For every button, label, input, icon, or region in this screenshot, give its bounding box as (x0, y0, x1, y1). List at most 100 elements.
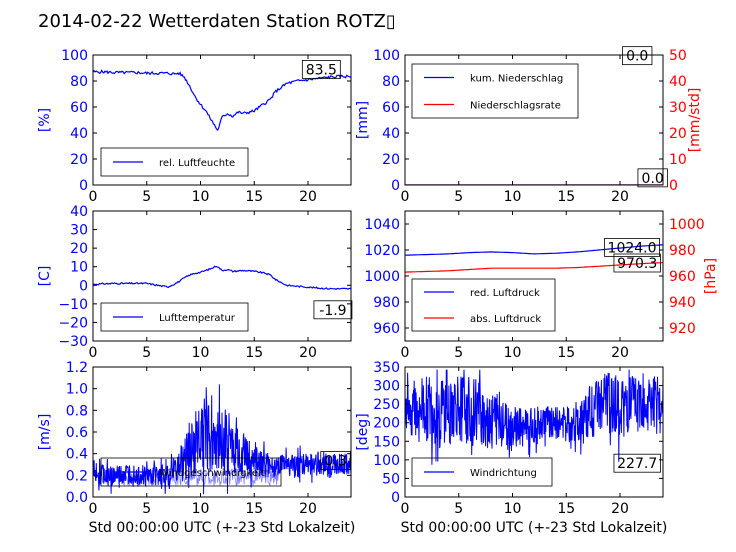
value-annotation-box (604, 237, 660, 257)
y-right-tick-label: 20 (669, 126, 687, 142)
x-tick-label: 0 (89, 189, 98, 205)
y-right-tick-label: 1000 (669, 217, 705, 233)
panel-precipitation: 0 5 10 15 20 0 20 40 60 80 100 0 10 20 30 40 50 [mm/std] [… (355, 46, 703, 205)
value-annotation: 0.0 (626, 49, 648, 65)
y-axis-label-right: [mm/std] (687, 88, 703, 153)
legend-box (411, 457, 553, 487)
legend-box (100, 457, 282, 487)
x-tick-label: 10 (504, 189, 522, 205)
y-right-tick-label: 980 (669, 243, 696, 259)
series-group (405, 244, 663, 273)
y-tick-label: 0 (391, 178, 400, 194)
series-group (405, 369, 663, 465)
x-tick-label: 20 (299, 345, 317, 361)
legend-label: Windgeschwindigkeit (159, 468, 265, 479)
value-annotation-box (313, 300, 353, 320)
y-tick-label: 0.6 (66, 425, 88, 441)
x-tick-label: 20 (611, 345, 629, 361)
x-tick-label: 20 (299, 501, 317, 517)
value-annotation-box (622, 46, 653, 66)
value-annotation-box (320, 451, 351, 471)
plot-frame (92, 210, 352, 342)
y-tick-label: 1.0 (66, 382, 88, 398)
y-axis-label: [deg] (355, 413, 371, 450)
legend-label: rel. Luftfeuchte (159, 158, 235, 169)
y-tick-label: 1020 (364, 243, 400, 259)
legend-box (411, 278, 556, 332)
y-tick-label: 250 (373, 397, 400, 413)
x-axis-label: Std 00:00:00 UTC (+-23 Std Lokalzeit) (401, 520, 668, 536)
y-tick-label: 30 (70, 223, 88, 239)
legend-label: Lufttemperatur (159, 313, 236, 324)
value-annotation: 0.3 (324, 454, 346, 470)
x-tick-label: 5 (142, 345, 151, 361)
x-tick-label: 0 (401, 345, 410, 361)
y-tick-label: 80 (382, 74, 400, 90)
y-tick-label: 0 (391, 490, 400, 506)
legend-box (100, 302, 249, 332)
legend-label: kum. Niederschlag (470, 74, 563, 85)
x-tick-label: 10 (192, 189, 210, 205)
x-tick-label: 0 (89, 345, 98, 361)
x-tick-label: 15 (245, 501, 263, 517)
x-tick-label: 5 (454, 189, 463, 205)
series-line-windrichtung (405, 369, 663, 465)
series-group (93, 265, 351, 291)
y-tick-label: −10 (58, 297, 88, 313)
y-tick-label: 0.2 (66, 468, 88, 484)
plot-frame (404, 366, 664, 498)
y-tick-label: 20 (70, 152, 88, 168)
y-tick-label: 60 (382, 100, 400, 116)
plot-frame (92, 54, 352, 186)
legend-label: abs. Luftdruck (470, 314, 541, 325)
y-axis-label: [m/s] (37, 414, 53, 451)
figure-title: 2014-02-22 Wetterdaten Station ROTZ▯ (38, 11, 396, 32)
value-annotation: 1024.0 (608, 240, 657, 256)
y-tick-label: 0 (79, 278, 88, 294)
x-tick-label: 20 (611, 501, 629, 517)
y-tick-label: 50 (382, 471, 400, 487)
panel-humidity: 0 5 10 15 20 0 20 40 60 80 100 [%] rel. Luftfeuchte 8… (37, 48, 352, 205)
x-tick-label: 5 (142, 189, 151, 205)
series-line-red-luftdruck (405, 244, 663, 256)
plot-frame (404, 54, 664, 186)
y-tick-label: 1.2 (66, 360, 88, 376)
x-tick-label: 20 (611, 189, 629, 205)
y-right-tick-label: 10 (669, 152, 687, 168)
legend-box (411, 63, 579, 119)
x-tick-label: 15 (557, 189, 575, 205)
y-tick-label: 960 (373, 321, 400, 337)
y-tick-label: 300 (373, 379, 400, 395)
value-annotation: 83.5 (306, 62, 337, 78)
y-tick-label: 0.8 (66, 403, 88, 419)
series-line-lufttemperatur (93, 265, 351, 291)
x-tick-label: 15 (245, 189, 263, 205)
value-annotation: 970.3 (617, 256, 657, 272)
y-tick-label: 20 (382, 152, 400, 168)
y-tick-label: 40 (382, 126, 400, 142)
value-annotation-box (637, 168, 668, 188)
y-tick-label: 40 (70, 204, 88, 220)
value-annotation: 0.0 (642, 171, 664, 187)
x-tick-label: 10 (504, 501, 522, 517)
value-annotation: 227.7 (617, 456, 657, 472)
y-right-tick-label: 920 (669, 321, 696, 337)
value-annotation-box (613, 253, 661, 273)
legend-label: red. Luftdruck (470, 288, 540, 299)
y-right-tick-label: 960 (669, 269, 696, 285)
y-axis-label: [C] (37, 266, 53, 287)
x-tick-label: 15 (557, 345, 575, 361)
y-right-tick-label: 0 (669, 178, 678, 194)
y-tick-label: 0.4 (66, 447, 88, 463)
y-tick-label: 1040 (364, 217, 400, 233)
y-tick-label: 350 (373, 360, 400, 376)
y-axis-label: [%] (37, 108, 53, 132)
y-tick-label: 0 (79, 178, 88, 194)
y-tick-label: 80 (70, 74, 88, 90)
series-line-abs-luftdruck (405, 262, 663, 273)
x-tick-label: 15 (245, 345, 263, 361)
series-line-windgeschwindigkeit (93, 384, 351, 495)
y-tick-label: 100 (373, 453, 400, 469)
x-tick-label: 10 (192, 501, 210, 517)
